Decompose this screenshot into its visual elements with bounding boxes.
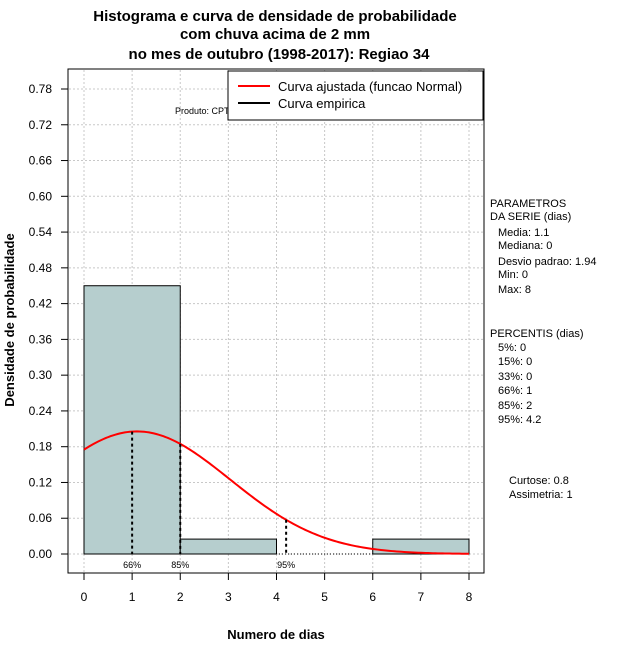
params-title-line-2: DA SERIE (dias) — [490, 211, 571, 223]
y-tick-label-0.72: 0.72 — [29, 118, 53, 132]
y-tick-label-0.48: 0.48 — [29, 261, 53, 275]
assimetria: Assimetria: 1 — [509, 489, 573, 501]
percentile-markers: 66% 85% 95% — [123, 431, 295, 570]
legend-empirical-label: Curva empirica — [278, 96, 366, 111]
x-tick-label-6: 6 — [369, 590, 376, 604]
percentis-title: PERCENTIS (dias) — [490, 328, 584, 340]
y-axis-title: Densidade de probabilidade — [2, 233, 17, 406]
chart-title-line-1: Histograma e curva de densidade de proba… — [93, 8, 456, 25]
legend-box — [227, 70, 484, 121]
fitted-normal-curve — [83, 430, 470, 555]
y-tick-label-0.66: 0.66 — [29, 154, 53, 168]
histogram-bars — [83, 285, 470, 555]
param-media: Media: 1.1 — [498, 227, 549, 239]
y-tick-label-0.24: 0.24 — [29, 404, 53, 418]
percentil-5: 5%: 0 — [498, 342, 526, 354]
curve-layer — [83, 430, 470, 555]
param-max: Max: 8 — [498, 284, 531, 296]
x-tick-label-4: 4 — [273, 590, 280, 604]
percentile-marker-label-0: 66% — [123, 560, 141, 570]
histogram-bar-1 — [179, 538, 277, 555]
x-tick-label-8: 8 — [466, 590, 473, 604]
y-tick-label-0.60: 0.60 — [29, 189, 53, 203]
percentil-85: 85%: 2 — [498, 400, 532, 412]
percentil-33: 33%: 0 — [498, 371, 532, 383]
y-tick-label-0.42: 0.42 — [29, 297, 53, 311]
x-tick-label-3: 3 — [225, 590, 232, 604]
param-mediana: Mediana: 0 — [498, 240, 552, 252]
param-min: Min: 0 — [498, 269, 528, 281]
percentile-marker-label-2: 95% — [277, 560, 295, 570]
y-tick-label-0.00: 0.00 — [29, 547, 53, 561]
y-tick-label-0.18: 0.18 — [29, 440, 53, 454]
percentil-95: 95%: 4.2 — [498, 414, 541, 426]
x-tick-label-7: 7 — [418, 590, 425, 604]
x-tick-label-2: 2 — [177, 590, 184, 604]
product-label: Produto: CPTEC/INPE — [175, 106, 266, 116]
y-tick-label-0.12: 0.12 — [29, 475, 53, 489]
chart-title-line-3: no mes de outubro (1998-2017): Regiao 34 — [129, 46, 431, 63]
histogram-bar-0 — [83, 285, 181, 555]
side-panel: PARAMETROS DA SERIE (dias) Media: 1.1 Me… — [490, 198, 596, 501]
legend: Curva ajustada (funcao Normal) Curva emp… — [227, 70, 484, 121]
legend-fitted-label: Curva ajustada (funcao Normal) — [278, 79, 462, 94]
percentile-marker-label-1: 85% — [171, 560, 189, 570]
chart-title-line-2: com chuva acima de 2 mm — [180, 26, 370, 43]
curtose: Curtose: 0.8 — [509, 475, 569, 487]
x-tick-label-1: 1 — [129, 590, 136, 604]
x-tick-label-0: 0 — [81, 590, 88, 604]
y-tick-label-0.78: 0.78 — [29, 82, 53, 96]
y-tick-label-0.06: 0.06 — [29, 511, 53, 525]
x-axis-title: Numero de dias — [227, 627, 325, 642]
x-tick-label-5: 5 — [321, 590, 328, 604]
percentil-15: 15%: 0 — [498, 356, 532, 368]
y-tick-label-0.54: 0.54 — [29, 225, 53, 239]
param-desvio: Desvio padrao: 1.94 — [498, 256, 596, 268]
percentil-66: 66%: 1 — [498, 385, 532, 397]
params-title-line-1: PARAMETROS — [490, 198, 566, 210]
y-tick-label-0.30: 0.30 — [29, 368, 53, 382]
histogram-bar-3 — [372, 538, 470, 555]
y-tick-label-0.36: 0.36 — [29, 332, 53, 346]
axes: 0 1 2 3 4 5 6 7 8 0.00 0.06 0.12 0.18 0.24 0.30 0.36 0.4… — [29, 82, 473, 604]
